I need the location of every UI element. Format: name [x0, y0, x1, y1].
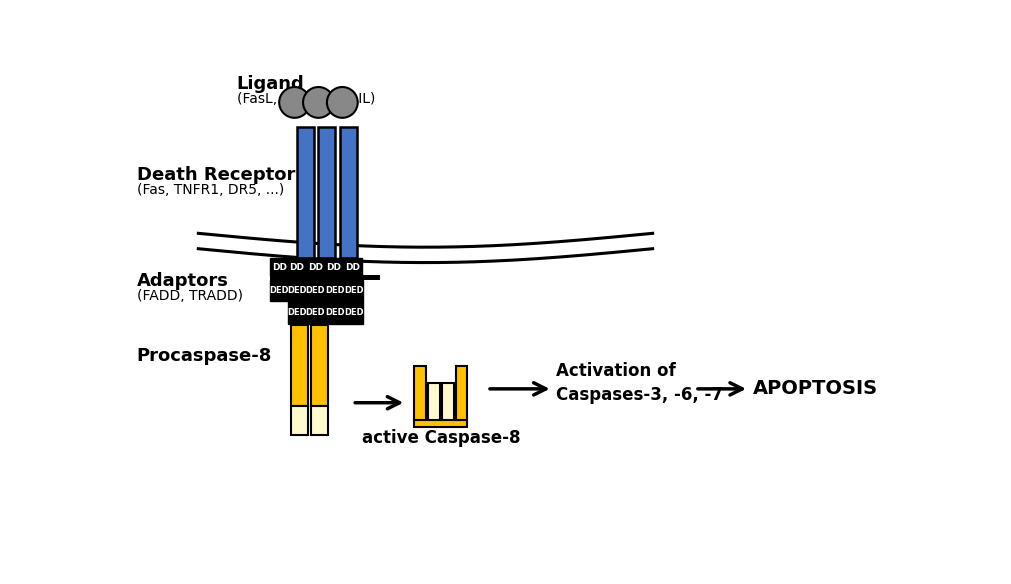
Bar — [345, 301, 363, 324]
Text: DD: DD — [289, 263, 304, 272]
Bar — [287, 280, 305, 301]
Text: Death Receptor: Death Receptor — [136, 165, 295, 183]
Text: DED: DED — [344, 286, 363, 295]
Text: DD: DD — [307, 263, 323, 272]
Bar — [310, 325, 328, 406]
Text: DED: DED — [305, 286, 325, 295]
Text: Ligand: Ligand — [237, 75, 304, 93]
Bar — [455, 366, 467, 421]
Bar — [318, 127, 335, 258]
Bar — [413, 420, 467, 426]
Circle shape — [302, 87, 334, 118]
Text: DD: DD — [345, 263, 360, 272]
Text: active Caspase-8: active Caspase-8 — [361, 429, 520, 447]
Bar — [340, 127, 357, 258]
Bar — [310, 406, 328, 435]
Text: APOPTOSIS: APOPTOSIS — [752, 380, 877, 398]
Bar — [306, 258, 325, 276]
Text: DED: DED — [287, 308, 306, 317]
Text: (Fas, TNFR1, DR5, ...): (Fas, TNFR1, DR5, ...) — [136, 183, 284, 196]
Text: DED: DED — [287, 286, 306, 295]
Bar — [326, 280, 345, 301]
Bar — [326, 301, 345, 324]
Circle shape — [279, 87, 309, 118]
Text: DD: DD — [271, 263, 286, 272]
Text: DED: DED — [305, 308, 325, 317]
Text: Activation of
Caspases-3, -6, -7: Activation of Caspases-3, -6, -7 — [556, 362, 723, 404]
Text: DED: DED — [326, 308, 345, 317]
Bar — [270, 280, 288, 301]
Bar — [306, 301, 325, 324]
Text: Procaspase-8: Procaspase-8 — [136, 346, 272, 364]
Text: DED: DED — [269, 286, 289, 295]
Bar — [287, 258, 305, 276]
Circle shape — [327, 87, 357, 118]
Bar — [287, 301, 305, 324]
Bar — [413, 366, 426, 421]
Text: DED: DED — [326, 286, 345, 295]
Bar — [296, 127, 313, 258]
Text: Adaptors: Adaptors — [136, 272, 228, 290]
Bar — [325, 258, 343, 276]
Bar — [343, 258, 361, 276]
Text: (FasL, TNF-α, TRAIL): (FasL, TNF-α, TRAIL) — [237, 92, 375, 106]
Bar — [270, 275, 380, 280]
Bar — [442, 383, 453, 421]
Bar — [345, 280, 363, 301]
Bar — [270, 258, 288, 276]
Text: (FADD, TRADD): (FADD, TRADD) — [136, 288, 243, 303]
Text: DD: DD — [326, 263, 341, 272]
Text: DED: DED — [344, 308, 363, 317]
Bar — [306, 280, 325, 301]
Bar — [290, 406, 307, 435]
Bar — [290, 325, 307, 406]
Bar — [428, 383, 440, 421]
